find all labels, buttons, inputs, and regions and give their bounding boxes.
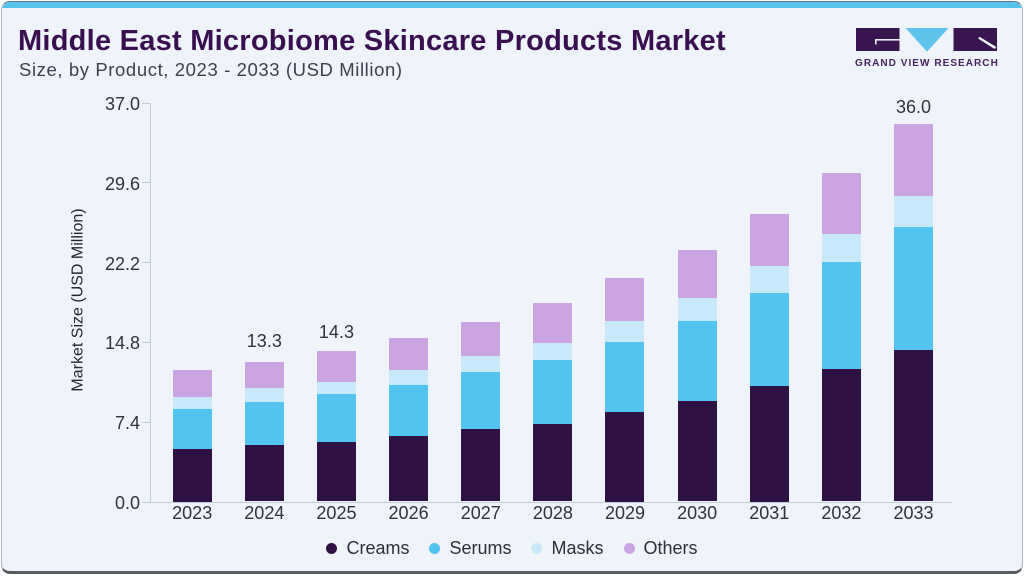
bar-segment-masks-2033 bbox=[894, 195, 933, 228]
bar-segment-masks-2031 bbox=[749, 266, 789, 293]
legend-item-masks: Masks bbox=[531, 538, 604, 558]
y-tick-label: 7.4 bbox=[114, 413, 140, 434]
bar-segment-serums-2031 bbox=[749, 292, 789, 386]
bar-segment-serums-2033 bbox=[894, 227, 933, 351]
gvr-logo-mark bbox=[856, 28, 997, 52]
legend-label-masks: Masks bbox=[551, 538, 604, 558]
bar-segment-others-2030 bbox=[677, 249, 717, 298]
legend-label-others: Others bbox=[643, 538, 698, 558]
chart-title: Middle East Microbiome Skincare Products… bbox=[18, 24, 726, 57]
legend-dot-others bbox=[623, 542, 635, 554]
legend-dot-creams bbox=[326, 542, 338, 554]
legend-item-serums: Serums bbox=[429, 538, 511, 558]
y-axis-tick bbox=[142, 341, 150, 343]
legend-dot-serums bbox=[429, 542, 441, 554]
bar-segment-others-2026 bbox=[389, 337, 429, 371]
legend-label-serums: Serums bbox=[449, 538, 512, 558]
bar-segment-creams-2032 bbox=[821, 369, 861, 502]
bar-segment-serums-2023 bbox=[172, 409, 212, 449]
bar-segment-serums-2032 bbox=[821, 262, 861, 370]
bar-segment-creams-2029 bbox=[605, 412, 645, 502]
bar-total-label-2025: 14.3 bbox=[318, 322, 354, 343]
y-tick-label: 0.0 bbox=[114, 493, 140, 513]
bar-segment-creams-2027 bbox=[461, 429, 501, 502]
bar-segment-masks-2028 bbox=[533, 342, 573, 360]
y-axis-tick bbox=[142, 421, 150, 423]
bar-segment-masks-2026 bbox=[389, 370, 429, 385]
y-tick-label: 22.2 bbox=[104, 253, 140, 274]
legend-label-creams: Creams bbox=[346, 538, 410, 558]
bar-segment-others-2032 bbox=[821, 172, 861, 234]
x-tick-label-2028: 2028 bbox=[532, 502, 573, 523]
y-axis-tick bbox=[142, 102, 150, 104]
bar-segment-serums-2024 bbox=[244, 401, 284, 445]
x-tick-label-2032: 2032 bbox=[821, 502, 862, 523]
x-tick-label-2025: 2025 bbox=[316, 502, 357, 523]
x-tick-label-2029: 2029 bbox=[604, 502, 645, 523]
bar-segment-serums-2026 bbox=[389, 384, 429, 437]
y-axis-tick bbox=[142, 262, 150, 264]
y-axis-line bbox=[150, 102, 151, 503]
bar-segment-others-2028 bbox=[533, 303, 573, 343]
bar-segment-serums-2028 bbox=[533, 359, 573, 424]
y-axis-tick bbox=[142, 501, 150, 503]
bar-segment-creams-2030 bbox=[677, 400, 717, 502]
grand-view-research-logo: GRAND VIEW RESEARCH bbox=[855, 27, 999, 69]
bar-segment-creams-2023 bbox=[172, 449, 212, 502]
x-tick-label-2023: 2023 bbox=[172, 502, 213, 523]
bar-segment-others-2023 bbox=[172, 370, 212, 397]
card-top-accent-bar bbox=[2, 2, 1022, 8]
y-tick-label: 14.8 bbox=[104, 333, 140, 354]
x-axis-line bbox=[150, 501, 952, 503]
bar-segment-creams-2033 bbox=[894, 350, 933, 502]
bar-segment-masks-2029 bbox=[605, 320, 645, 342]
chart-legend: Creams Serums Masks Others bbox=[2, 538, 1022, 558]
x-tick-label-2026: 2026 bbox=[388, 502, 429, 523]
bar-segment-masks-2023 bbox=[172, 396, 212, 410]
bar-segment-serums-2025 bbox=[316, 394, 356, 442]
x-tick-label-2027: 2027 bbox=[460, 502, 501, 523]
bar-segment-serums-2027 bbox=[461, 372, 501, 430]
bar-segment-others-2027 bbox=[461, 321, 501, 356]
bar-segment-creams-2028 bbox=[533, 423, 573, 502]
legend-item-creams: Creams bbox=[326, 538, 409, 558]
y-axis-title: Market Size (USD Million) bbox=[69, 208, 87, 392]
bar-segment-others-2029 bbox=[605, 277, 645, 321]
y-axis-tick bbox=[142, 182, 150, 184]
bar-segment-masks-2025 bbox=[316, 381, 356, 395]
bar-segment-others-2031 bbox=[749, 213, 789, 267]
bar-segment-masks-2030 bbox=[677, 297, 717, 321]
legend-item-others: Others bbox=[623, 538, 698, 558]
bar-segment-creams-2026 bbox=[389, 436, 429, 502]
y-tick-label: 37.0 bbox=[104, 94, 140, 114]
legend-dot-masks bbox=[531, 542, 543, 554]
bar-total-label-2024: 13.3 bbox=[246, 331, 282, 352]
x-tick-label-2030: 2030 bbox=[677, 502, 718, 523]
bar-segment-creams-2031 bbox=[749, 386, 789, 502]
bar-segment-others-2033 bbox=[894, 123, 933, 196]
x-tick-label-2031: 2031 bbox=[749, 502, 790, 523]
bar-segment-serums-2030 bbox=[677, 320, 717, 401]
bar-segment-others-2024 bbox=[244, 361, 284, 389]
bar-segment-masks-2027 bbox=[461, 355, 501, 373]
bar-segment-masks-2032 bbox=[821, 233, 861, 263]
gvr-logo-text: GRAND VIEW RESEARCH bbox=[855, 58, 999, 69]
bar-segment-serums-2029 bbox=[605, 341, 645, 413]
bar-segment-creams-2025 bbox=[316, 441, 356, 502]
bar-segment-creams-2024 bbox=[244, 444, 284, 502]
bar-segment-masks-2024 bbox=[244, 388, 284, 402]
chart-subtitle: Size, by Product, 2023 - 2033 (USD Milli… bbox=[19, 58, 403, 80]
x-tick-label-2024: 2024 bbox=[244, 502, 285, 523]
bar-segment-others-2025 bbox=[316, 351, 356, 382]
bar-total-label-2033: 36.0 bbox=[895, 96, 932, 117]
x-tick-label-2033: 2033 bbox=[893, 502, 934, 523]
y-tick-label: 29.6 bbox=[104, 173, 140, 194]
